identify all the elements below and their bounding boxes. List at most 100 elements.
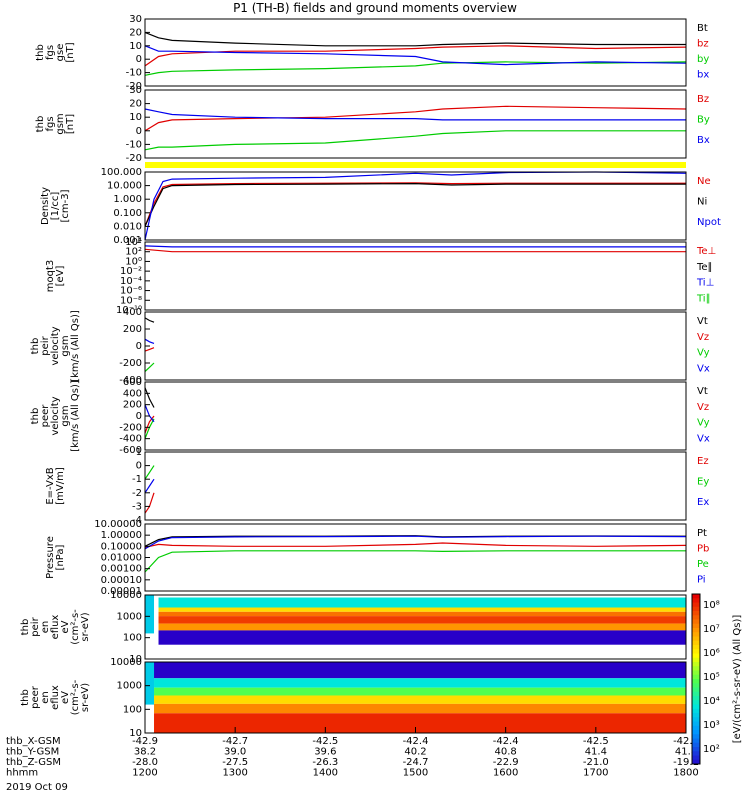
- colorbar-tick-label: 10⁴: [703, 696, 720, 707]
- y-axis-label: thb: [35, 44, 46, 61]
- ephemeris-value: -42.6: [673, 736, 699, 747]
- y-tick-label: 0.001: [113, 235, 142, 246]
- legend-entry-bz: bz: [697, 39, 709, 50]
- ephemeris-value: -42.9: [132, 736, 158, 747]
- series-line-Ex: [144, 478, 155, 494]
- y-tick-label: -400: [119, 434, 142, 445]
- y-axis-label: fgs: [45, 116, 56, 131]
- colorbar-segment: [692, 619, 700, 625]
- ephemeris-value: -21.0: [583, 757, 609, 768]
- spectrogram-band: [158, 597, 686, 608]
- y-axis-label: thb: [20, 689, 31, 706]
- y-axis-label: E=-VxB: [45, 467, 56, 504]
- legend-entry-bx: bx: [697, 70, 709, 81]
- y-axis-label: [km/s (All Qs)]: [70, 310, 81, 382]
- colorbar-segment: [692, 649, 700, 654]
- y-tick-label: -600: [119, 445, 142, 456]
- ephemeris-value: 39.6: [314, 747, 336, 758]
- ephemeris-value: -19.1: [673, 757, 699, 768]
- y-axis-label: thb: [35, 116, 46, 133]
- y-tick-label: 0: [136, 126, 142, 137]
- ephemeris-value: 38.2: [134, 747, 156, 758]
- y-tick-label: 200: [123, 400, 142, 411]
- spectrogram-band: [154, 662, 686, 679]
- ephemeris-value: 1400: [313, 768, 338, 779]
- legend-entry-Vx: Vx: [697, 433, 710, 444]
- legend-entry-by: by: [697, 54, 709, 65]
- y-tick-label: -10: [126, 68, 142, 79]
- y-axis-label: [nT]: [65, 114, 76, 134]
- y-axis-label: [mV/m]: [55, 467, 66, 505]
- colorbar-segment: [692, 636, 700, 642]
- y-axis-label: sr-eV): [80, 612, 91, 641]
- y-tick-label: -20: [126, 81, 142, 92]
- panel-frame: [144, 171, 687, 241]
- series-line-Vz: [144, 347, 155, 352]
- y-axis-label: eflux: [50, 615, 61, 640]
- y-axis-label: [cm-3]: [60, 189, 71, 222]
- series-line-Pb: [144, 542, 687, 548]
- y-axis-label: gsm: [60, 405, 71, 426]
- colorbar-segment: [692, 734, 700, 739]
- y-tick-label: 10⁴: [125, 237, 142, 248]
- colorbar-segment: [692, 657, 700, 663]
- quality-flag-bar: [145, 162, 686, 168]
- colorbar-segment: [692, 755, 700, 761]
- legend-entry-Vt: Vt: [697, 316, 708, 327]
- y-tick-label: 0.01000: [101, 553, 142, 564]
- colorbar-tick-label: 10⁸: [703, 600, 720, 611]
- spectrogram-band: [154, 703, 686, 714]
- ephemeris-value: -42.5: [583, 736, 609, 747]
- y-tick-label: 0.100: [113, 208, 142, 219]
- ephemeris-value: -28.0: [132, 757, 158, 768]
- series-line-Vz: [144, 415, 155, 434]
- y-tick-label: -20: [126, 153, 142, 164]
- y-axis-label: thb: [20, 619, 31, 636]
- y-tick-label: 0: [136, 461, 142, 472]
- colorbar-segment: [692, 615, 700, 620]
- y-tick-label: 100: [123, 704, 142, 715]
- colorbar-segment: [692, 713, 700, 718]
- y-tick-label: 1.000: [113, 194, 142, 205]
- spectrogram-band: [154, 687, 686, 696]
- y-tick-label: 20: [129, 27, 142, 38]
- y-axis-label: eV: [60, 691, 71, 704]
- colorbar-segment: [692, 666, 700, 671]
- ephemeris-row-label: thb_Y-GSM: [6, 747, 59, 758]
- colorbar-segment: [692, 696, 700, 701]
- spectrogram-band: [158, 623, 686, 631]
- panel-frame: [144, 594, 687, 660]
- ephemeris-value: -42.4: [493, 736, 519, 747]
- colorbar-segment: [692, 645, 700, 650]
- spectrogram-band: [154, 713, 686, 733]
- y-axis-label: peir: [30, 616, 41, 636]
- y-axis-label: [eV]: [55, 266, 66, 287]
- y-axis-label: gsm: [55, 113, 66, 134]
- y-axis-label: (cm²-s-: [70, 679, 81, 715]
- y-tick-label: 0: [136, 54, 142, 65]
- y-axis-label: gse: [55, 44, 66, 62]
- spectrogram-band: [145, 595, 155, 634]
- ephemeris-row-label: hhmm: [6, 768, 38, 779]
- spectrogram-band: [158, 630, 686, 645]
- series-line-Bx: [144, 108, 686, 121]
- ephemeris-value: -22.9: [493, 757, 519, 768]
- ephemeris-value: 1300: [222, 768, 247, 779]
- y-tick-label: 0.00010: [101, 575, 142, 586]
- legend-entry-Vz: Vz: [697, 332, 709, 343]
- colorbar-tick-label: 10²: [703, 744, 720, 755]
- y-axis-label: [1/cc]: [50, 192, 61, 221]
- y-tick-label: 30: [129, 14, 142, 25]
- y-tick-label: 10.000: [107, 181, 142, 192]
- y-tick-label: 1: [136, 447, 142, 458]
- colorbar-segment: [692, 730, 700, 735]
- colorbar-segment: [692, 742, 700, 748]
- y-tick-label: -200: [119, 422, 142, 433]
- colorbar-segment: [692, 623, 700, 629]
- legend-entry-Vy: Vy: [697, 418, 710, 429]
- legend-entry-Pe: Pe: [697, 559, 709, 570]
- colorbar-tick-label: 10⁷: [703, 624, 720, 635]
- ephemeris-value: 39.0: [224, 747, 246, 758]
- y-axis-label: eflux: [50, 685, 61, 710]
- y-tick-label: 0.00001: [101, 586, 142, 597]
